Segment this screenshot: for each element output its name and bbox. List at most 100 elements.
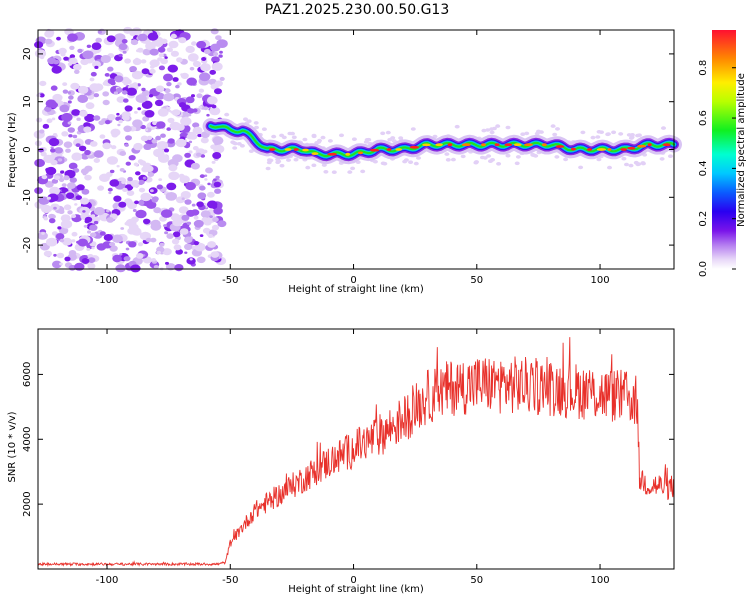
spectrogram-noise-blob [95,37,102,43]
spectrogram-noise-blob [46,196,52,200]
spectrogram-noise-blob [93,207,105,216]
spectrogram-halo-blob [302,137,308,142]
spectrogram-noise-blob [43,250,53,257]
spectrogram-peak [662,143,671,147]
spectrogram-noise-blob [67,210,73,215]
spectrogram-noise-blob [200,210,211,219]
spectrogram-noise-blob [102,91,110,97]
spectrogram-noise-blob [190,162,200,170]
spectrogram-noise-blob [213,144,225,154]
spectrogram-noise-blob [209,215,213,219]
spectrogram-noise-blob [156,121,166,129]
spectrogram-noise-blob [171,109,181,116]
spectrogram-noise-blob [178,37,187,44]
spectrogram-noise-blob [204,174,208,177]
spectrogram-noise-blob [124,143,129,147]
spectrogram-noise-blob [124,78,132,85]
spectrogram-noise-blob [141,100,153,110]
y-tick-label: 0 [22,146,33,152]
spectrogram-halo-blob [232,146,238,150]
spectrogram-noise-blob [187,53,199,62]
spectrogram-noise-blob [86,44,92,48]
spectrogram-noise-blob [167,117,175,124]
spectrogram-peak [422,143,431,147]
spectrogram-halo-blob [633,160,639,165]
spectrogram-noise-blob [107,78,116,85]
spectrogram-noise-blob [116,165,120,168]
spectrogram-noise-blob [65,148,71,153]
spectrogram-noise-blob [90,71,97,77]
spectrogram-noise-blob [165,261,169,265]
spectrogram-peak [504,143,513,147]
spectrogram-noise-blob [185,96,195,104]
spectrogram-noise-blob [50,146,54,149]
spectrogram-halo-blob [590,135,596,140]
spectrogram-noise-blob [56,252,65,259]
spectrogram-noise-blob [181,214,190,221]
spectrogram-noise-blob [164,56,168,59]
spectrogram-noise-blob [172,154,183,163]
spectrogram-noise-blob [185,182,196,191]
spectrogram-halo-blob [408,160,414,164]
spectrogram-halo-blob [398,136,404,140]
spectrogram-noise-blob [74,203,78,206]
spectrogram-noise-blob [57,158,63,162]
spectrogram-noise-blob [69,54,76,59]
spectrogram-noise-blob [207,182,211,186]
spectrogram-noise-blob [157,46,166,53]
spectrogram-noise-blob [118,119,123,124]
spectrogram-noise-blob [153,265,159,269]
spectrogram-noise-blob [185,73,189,77]
spectrogram-noise-blob [126,87,137,96]
spectrogram-noise-blob [125,135,132,141]
spectrogram-noise-blob [38,196,50,205]
y-tick-label: -20 [22,237,33,253]
spectrogram-noise-blob [212,152,222,159]
x-tick-label: 100 [590,275,609,286]
spectrogram-noise-blob [115,87,123,93]
spectrogram-halo-blob [515,155,521,159]
spectrogram-noise-blob [34,41,44,49]
spectrogram-noise-blob [59,238,65,243]
spectrogram-noise-blob [71,239,76,243]
spectrogram-noise-blob [211,160,216,164]
spectrogram-noise-blob [128,155,136,161]
spectrogram-halo-blob [364,138,370,142]
spectrogram-halo-blob [454,124,460,129]
spectrogram-noise-blob [121,39,128,44]
spectrogram-noise-blob [82,172,87,176]
spectrogram-noise-blob [135,209,147,219]
spectrogram-halo-blob [450,157,456,162]
spectrogram-peak [627,146,636,150]
spectrogram-peak [542,143,547,147]
spectrogram-noise-blob [121,180,126,184]
spectrogram-peak [327,152,337,156]
spectrogram-noise-blob [130,180,141,188]
spectrogram-noise-blob [68,162,78,170]
spectrogram-noise-blob [157,57,163,62]
spectrogram-noise-blob [211,56,220,63]
spectrogram-halo-blob [489,130,495,135]
spectrogram-noise-blob [117,123,121,127]
spectrogram-noise-blob [189,66,195,71]
spectrogram-noise-blob [158,65,165,71]
spectrogram-halo-blob [495,124,501,128]
spectrogram-halo-blob [505,125,511,130]
spectrogram-noise-blob [116,96,126,103]
spectrogram-noise-blob [193,241,199,246]
spectrogram-noise-blob [127,176,133,182]
spectrogram-halo-blob [624,162,629,167]
snr-y-ticks: 2000 4000 6000 [22,362,674,517]
colorbar-tick-label: 0.8 [698,60,709,76]
spectrogram-noise-blob [67,121,72,125]
spectrogram-noise-blob [68,134,73,138]
spectrogram-noise-blob [152,121,158,126]
y-tick-label: -10 [22,189,33,205]
spectrogram-halo-blob [491,126,497,131]
spectrogram-halo-blob [261,127,267,131]
spectrogram-noise-blob [61,131,69,137]
spectrogram-halo-blob [372,159,378,164]
spectrogram-noise-blob [200,63,211,72]
spectrogram-noise-blob [141,166,149,173]
spectrogram-noise-blob [218,54,223,58]
